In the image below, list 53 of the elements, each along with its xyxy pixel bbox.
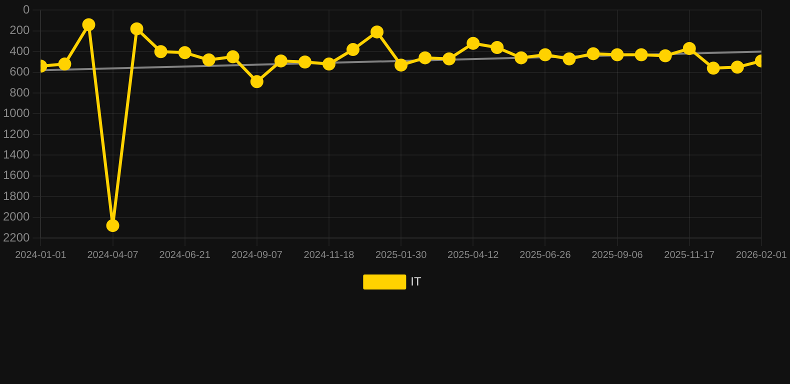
- point: [610, 48, 624, 62]
- point: [82, 18, 96, 32]
- point: [130, 22, 144, 36]
- point: [418, 51, 432, 64]
- x-tick-label: 2025-09-06: [592, 250, 644, 261]
- x-tick-label: 2024-01-01: [15, 250, 67, 261]
- legend-label: IT: [410, 274, 422, 288]
- x-tick-label: 2024-04-07: [87, 250, 139, 261]
- y-tick-label: 1000: [2, 106, 30, 120]
- point: [706, 62, 720, 75]
- x-tick-label: 2025-01-30: [375, 250, 428, 261]
- point: [490, 40, 504, 54]
- point: [658, 49, 672, 62]
- point: [514, 51, 528, 64]
- point: [466, 36, 480, 50]
- point: [682, 42, 696, 56]
- point: [154, 45, 168, 58]
- y-tick-label: 400: [10, 44, 30, 58]
- point: [178, 46, 192, 60]
- point: [106, 219, 120, 232]
- point: [274, 54, 288, 68]
- point: [538, 48, 552, 62]
- y-tick-label: 600: [10, 64, 30, 79]
- y-tick-label: 0: [23, 2, 30, 17]
- x-tick-label: 2024-06-21: [159, 250, 211, 261]
- point: [586, 47, 600, 60]
- x-tick-label: 2025-11-17: [664, 250, 715, 261]
- point: [346, 43, 360, 56]
- point: [226, 50, 240, 64]
- y-tick-label: 2000: [2, 210, 30, 224]
- point: [58, 58, 72, 71]
- point: [250, 75, 264, 88]
- point: [298, 55, 312, 68]
- x-tick-label: 2025-06-26: [520, 250, 572, 261]
- point: [322, 58, 336, 71]
- y-tick-label: 2200: [2, 230, 30, 244]
- x-tick-label: 2026-02-01: [736, 250, 788, 261]
- x-tick-label: 2024-09-07: [231, 250, 283, 261]
- x-tick-label: 2025-04-12: [448, 250, 500, 261]
- y-tick-label: 1800: [2, 188, 30, 203]
- y-tick-label: 800: [10, 85, 30, 100]
- y-tick-label: 1600: [2, 168, 30, 182]
- point: [394, 58, 408, 72]
- point: [730, 60, 744, 74]
- y-tick-label: 200: [10, 23, 30, 38]
- x-tick-label: 2024-11-18: [304, 250, 355, 261]
- point: [370, 25, 384, 38]
- point: [562, 52, 576, 66]
- y-tick-label: 1400: [2, 147, 30, 162]
- point: [442, 52, 456, 66]
- y-tick-label: 1200: [2, 126, 30, 141]
- point: [202, 53, 216, 66]
- point: [634, 48, 648, 62]
